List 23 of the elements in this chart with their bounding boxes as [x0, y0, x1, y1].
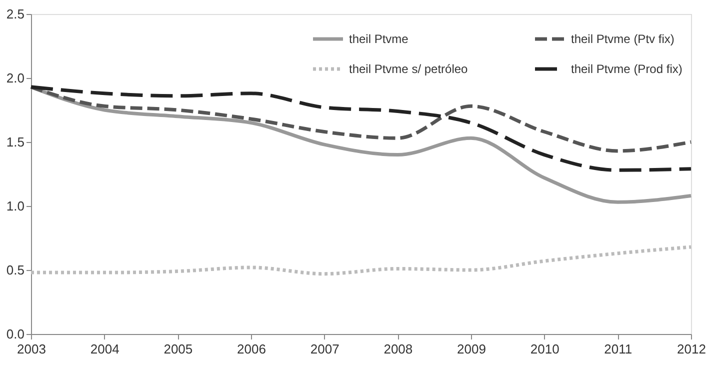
x-tick-label: 2008: [384, 342, 413, 356]
x-tick-label: 2012: [677, 342, 706, 356]
x-tick-label: 2007: [310, 342, 340, 356]
x-tick-label: 2009: [457, 342, 486, 356]
x-tick-label: 2005: [164, 342, 193, 356]
line-series: [29, 85, 693, 172]
legend-label: theil Ptvme s/ petróleo: [349, 62, 468, 76]
x-tick-label: 2011: [604, 342, 632, 356]
legend-label: theil Ptvme (Prod fix): [571, 62, 682, 76]
line-series: [29, 245, 693, 276]
y-tick-label: 0.0: [6, 326, 24, 342]
x-tick-label: 2003: [17, 342, 46, 356]
x-tick-label: 2010: [530, 342, 560, 356]
line-series: [29, 85, 693, 153]
legend-label: theil Ptvme (Ptv fix): [571, 32, 674, 46]
legend-label: theil Ptvme: [349, 32, 409, 46]
y-tick-label: 2.5: [6, 6, 24, 22]
y-tick-label: 1.5: [6, 134, 24, 150]
x-tick-label: 2006: [237, 342, 266, 356]
x-tick-label: 2004: [90, 342, 120, 356]
y-tick-label: 2.0: [6, 70, 24, 86]
y-tick-label: 1.0: [6, 198, 24, 214]
y-tick-label: 0.5: [6, 262, 24, 278]
